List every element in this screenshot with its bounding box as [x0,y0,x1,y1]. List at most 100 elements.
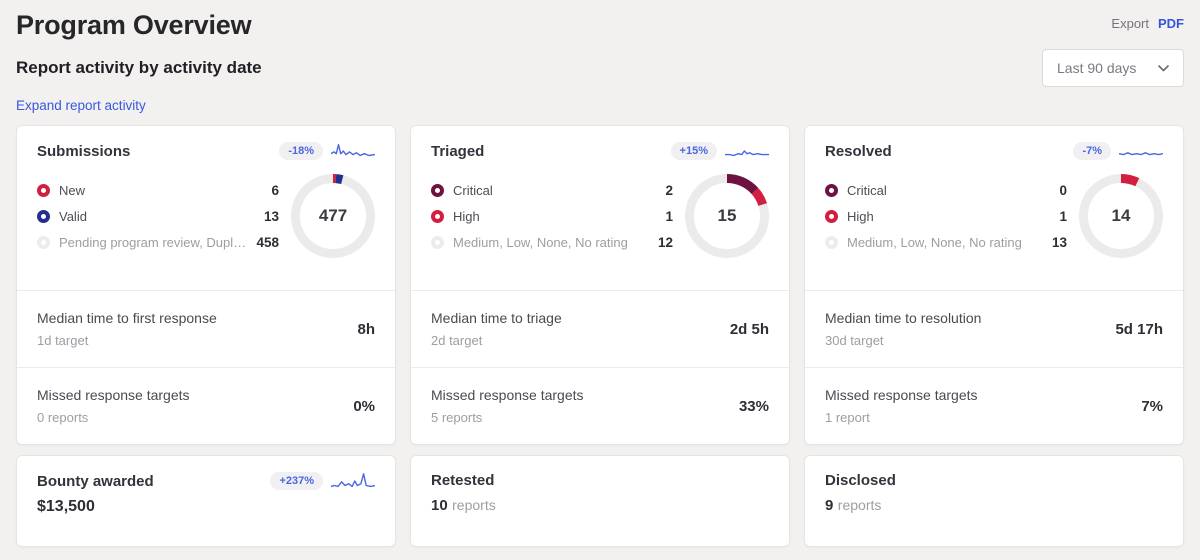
date-range-value: Last 90 days [1057,60,1137,76]
metric-label: Missed response targets [825,387,978,403]
metric-label: Median time to resolution [825,310,982,326]
trend-group: +15% [670,142,769,160]
chevron-down-icon [1158,64,1169,72]
other-severity-icon [431,235,444,249]
legend-row-pending: Pending program review, Duplic… 458 [37,229,279,255]
legend-value: 12 [657,234,673,250]
metric-reports: 1 report [825,410,870,425]
metric-label: Median time to first response [37,310,217,326]
bottom-cards-grid: Bounty awarded +237% $13,500 Retested 10… [16,455,1184,547]
high-severity-icon [825,209,838,223]
card-disclosed: Disclosed 9 reports [804,455,1184,547]
card-triaged: Triaged +15% Critical 2 High [410,125,790,445]
sparkline-chart [331,142,375,160]
legend-row-other: Medium, Low, None, No rating 12 [431,229,673,255]
report-count: 10 [431,497,448,514]
donut-legend: New 6 Valid 13 Pending program review, D… [37,177,279,255]
metric-value: 8h [357,320,375,338]
legend-row-new: New 6 [37,177,279,203]
legend-label: Medium, Low, None, No rating [453,234,628,250]
sparkline-chart [725,142,769,160]
export-label: Export [1111,16,1149,31]
trend-group: -7% [1073,142,1163,160]
legend-label: Critical [847,182,887,198]
legend-value: 13 [1051,234,1067,250]
legend-label: Critical [453,182,493,198]
report-unit: reports [452,497,496,513]
pending-status-icon [37,235,50,249]
legend-row-other: Medium, Low, None, No rating 13 [825,229,1067,255]
other-severity-icon [825,235,838,249]
legend-value: 0 [1059,182,1067,198]
sparkline-chart [331,472,375,490]
new-status-icon [37,183,50,197]
metric-target: 1d target [37,333,89,348]
sparkline-chart [1119,142,1163,160]
page-title: Program Overview [16,10,252,40]
legend-value: 6 [271,182,279,198]
change-badge: +15% [670,142,717,160]
section-title: Report activity by activity date [16,58,262,77]
page-header: Program Overview Export PDF [16,8,1184,41]
legend-label: Valid [59,208,87,224]
triaged-donut-section: Triaged +15% Critical 2 High [411,126,789,290]
resolved-donut-section: Resolved -7% Critical 0 High [805,126,1183,290]
metric-missed-targets: Missed response targets 5 reports 33% [411,367,789,444]
metric-median-first-response: Median time to first response 1d target … [17,290,395,367]
metric-target: 30d target [825,333,884,348]
submissions-donut-chart: 477 [291,174,375,258]
metric-missed-targets: Missed response targets 0 reports 0% [17,367,395,444]
metric-missed-targets: Missed response targets 1 report 7% [805,367,1183,444]
metric-value: 5d 17h [1115,320,1163,338]
donut-legend: Critical 0 High 1 Medium, Low, None, No … [825,177,1067,255]
legend-row-critical: Critical 2 [431,177,673,203]
change-badge: -7% [1073,142,1111,160]
report-unit: reports [837,497,882,513]
subheader: Report activity by activity date Last 90… [16,49,1184,87]
legend-label: New [59,182,86,198]
card-title: Retested [431,472,495,489]
legend-value: 458 [256,234,279,250]
donut-total: 14 [1111,206,1131,225]
metric-value: 7% [1141,397,1163,415]
donut-total: 477 [318,206,348,225]
change-badge: +237% [270,472,323,490]
legend-row-high: High 1 [431,203,673,229]
metric-reports: 0 reports [37,410,89,425]
report-count: 9 [825,497,834,514]
legend-label: High [847,208,874,224]
date-range-select[interactable]: Last 90 days [1042,49,1184,87]
bounty-amount: $13,500 [37,498,95,515]
legend-row-critical: Critical 0 [825,177,1067,203]
change-badge: -18% [279,142,323,160]
card-retested: Retested 10 reports [410,455,790,547]
metric-label: Missed response targets [37,387,190,403]
metric-value: 0% [353,397,375,415]
disclosed-count-line: 9 reports [825,497,1163,515]
top-cards-grid: Submissions -18% New 6 Valid [16,125,1184,445]
metric-label: Missed response targets [431,387,584,403]
metric-median-resolution: Median time to resolution 30d target 5d … [805,290,1183,367]
high-severity-icon [431,209,444,223]
resolved-donut-chart: 14 [1079,174,1163,258]
retested-count-line: 10 reports [431,497,769,515]
card-resolved: Resolved -7% Critical 0 High [804,125,1184,445]
donut-legend: Critical 2 High 1 Medium, Low, None, No … [431,177,673,255]
legend-value: 1 [665,208,673,224]
trend-group: -18% [279,142,375,160]
card-title: Bounty awarded [37,472,154,490]
metric-median-triage: Median time to triage 2d target 2d 5h [411,290,789,367]
donut-total: 15 [717,206,737,225]
card-title: Resolved [825,142,892,160]
legend-row-valid: Valid 13 [37,203,279,229]
card-title: Triaged [431,142,485,160]
submissions-donut-section: Submissions -18% New 6 Valid [17,126,395,290]
metric-value: 2d 5h [729,320,769,338]
legend-label: High [453,208,480,224]
valid-status-icon [37,209,50,223]
export-pdf-link[interactable]: PDF [1158,16,1184,31]
triaged-donut-chart: 15 [685,174,769,258]
card-bounty-awarded: Bounty awarded +237% $13,500 [16,455,396,547]
critical-severity-icon [431,183,444,197]
expand-report-activity-link[interactable]: Expand report activity [16,98,146,113]
